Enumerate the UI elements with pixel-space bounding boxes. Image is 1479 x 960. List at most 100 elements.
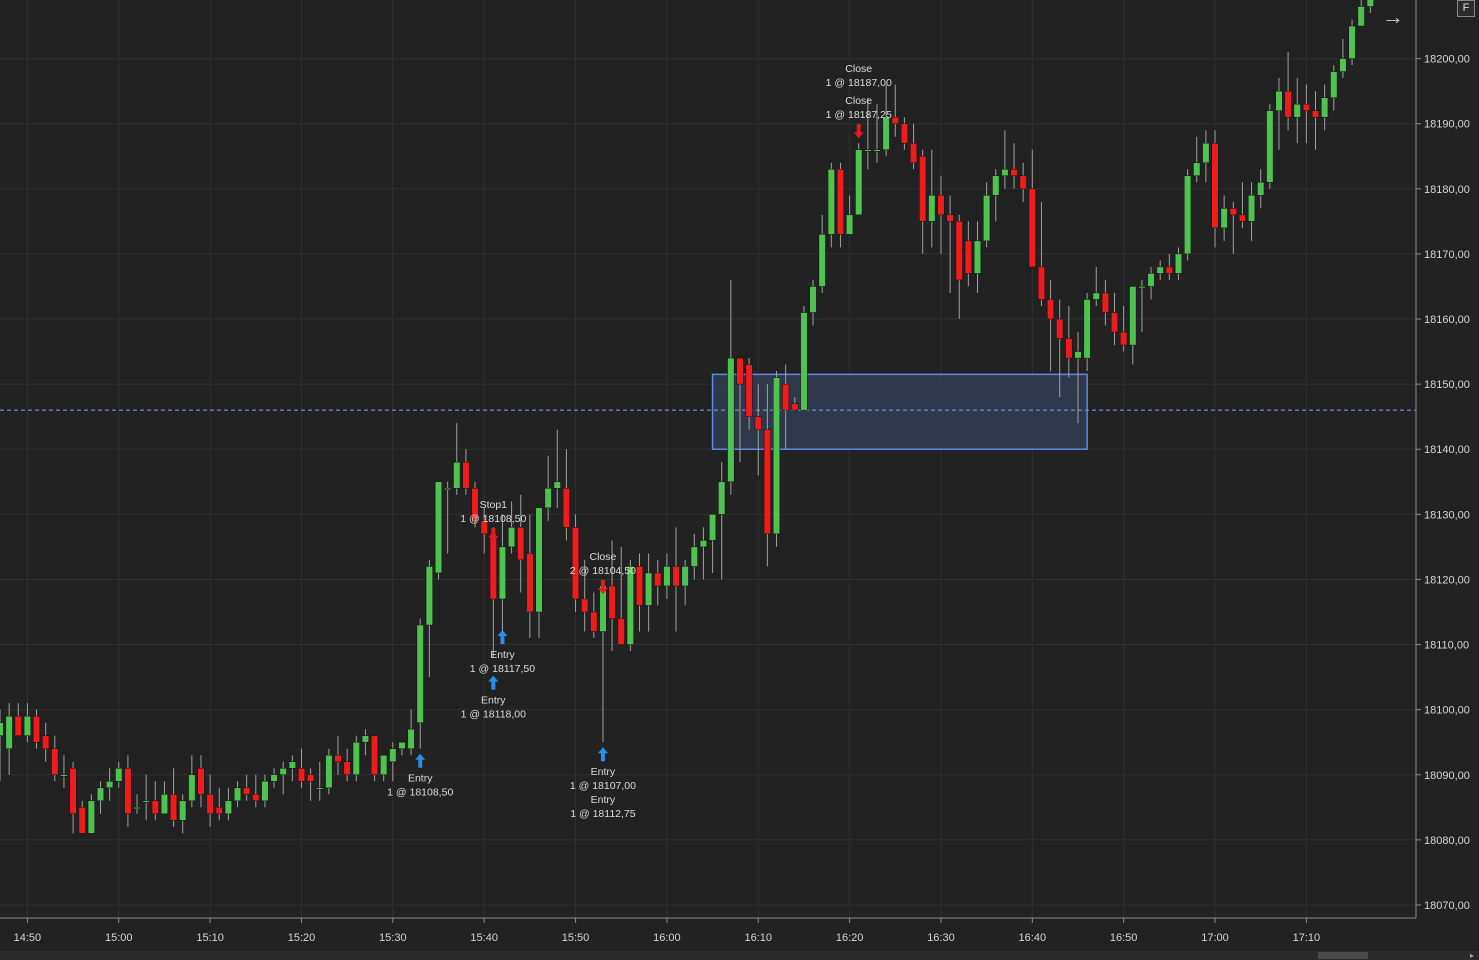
candle-body [562, 488, 570, 528]
candle [590, 592, 598, 639]
candle-body [1275, 90, 1283, 111]
candle [562, 449, 570, 541]
x-tick-label: 14:50 [14, 932, 42, 944]
candle [0, 709, 4, 782]
candle-body [955, 221, 963, 281]
candle-body [279, 768, 287, 776]
candle-body [462, 462, 470, 489]
candle-body [1001, 169, 1009, 177]
candle [96, 781, 105, 814]
execution-marker[interactable]: Entry 1 @ 18107,00 Entry 1 @ 18112,75 [570, 747, 636, 820]
candle-body [772, 377, 781, 535]
candle-body [1083, 299, 1091, 359]
candle [1339, 39, 1347, 79]
candle-body [197, 768, 205, 795]
candle [782, 364, 790, 450]
candle [891, 84, 899, 137]
candle [1047, 279, 1055, 372]
candle [754, 384, 762, 476]
candle [846, 195, 854, 235]
candle-body [307, 774, 315, 782]
candle [206, 774, 214, 827]
candle [307, 768, 315, 801]
candle-body [270, 774, 278, 782]
candle-body [288, 761, 296, 769]
candle [1238, 182, 1246, 228]
execution-label: Close [590, 551, 617, 563]
candle-body [151, 800, 159, 815]
execution-marker[interactable]: Stop1 1 @ 18108,50 [460, 499, 527, 542]
candle-body [1184, 175, 1192, 255]
candle-body [526, 553, 534, 613]
candle-body [1302, 103, 1310, 111]
candle-body [1293, 103, 1301, 118]
execution-marker[interactable]: Entry 1 @ 18117,50 [470, 630, 536, 675]
candle-body [124, 768, 132, 815]
candle-body [243, 787, 251, 795]
candle-body [718, 481, 726, 515]
candle [964, 221, 972, 287]
candle-body [645, 572, 653, 606]
candle [14, 703, 22, 736]
y-tick-label: 18150,00 [1424, 379, 1470, 391]
candle [983, 182, 991, 248]
candle [645, 553, 653, 632]
corner-button[interactable]: F [1457, 0, 1475, 17]
candle [672, 527, 680, 632]
x-tick-label: 16:40 [1019, 932, 1047, 944]
candle [1010, 143, 1018, 189]
execution-label: 1 @ 18187,00 [826, 77, 892, 89]
candle [635, 553, 644, 632]
candle [33, 709, 41, 749]
candle-body [343, 761, 351, 776]
candle-body [297, 768, 306, 782]
candle [1357, 0, 1365, 27]
horizontal-scrollbar[interactable]: ▸ [0, 951, 1479, 960]
candle-body [434, 481, 443, 574]
candle-body [1120, 331, 1128, 346]
execution-marker[interactable]: Close 1 @ 18187,00 Close 1 @ 18187,25 [826, 63, 892, 139]
execution-label: 1 @ 18187,25 [826, 109, 892, 121]
candle-body [800, 312, 808, 411]
candle-body [1156, 266, 1164, 274]
candle [489, 527, 497, 658]
y-tick-label: 18170,00 [1424, 249, 1470, 261]
candle [1092, 266, 1100, 306]
execution-marker[interactable]: Entry 1 @ 18108,50 [387, 753, 453, 799]
candle-body [1193, 162, 1201, 177]
candle-body [444, 488, 452, 491]
candle-body [352, 741, 360, 776]
execution-marker[interactable]: Entry 1 @ 18118,00 [461, 675, 527, 721]
exit-arrow-icon [853, 124, 864, 139]
candle [471, 481, 479, 528]
candle-body [937, 195, 945, 216]
arrow-right-icon[interactable]: → [1382, 4, 1404, 29]
candle-body [106, 781, 114, 789]
scroll-thumb[interactable] [1318, 952, 1368, 959]
candle-body [1047, 299, 1055, 320]
entry-arrow-icon [497, 630, 508, 645]
candle-body [1028, 188, 1036, 268]
candle [151, 781, 159, 821]
candle [288, 755, 296, 782]
x-tick-label: 17:00 [1201, 932, 1229, 944]
candle [772, 371, 781, 547]
candle-body [809, 286, 817, 313]
candle-body [517, 527, 525, 561]
candle [1138, 279, 1146, 333]
candle-body [471, 488, 479, 522]
candle-body [325, 754, 333, 789]
candle-body [727, 357, 735, 483]
candle-body [1110, 312, 1119, 333]
candle [1001, 130, 1009, 189]
candle-body [836, 169, 845, 235]
execution-marker[interactable]: Close 2 @ 18104,50 [570, 551, 636, 594]
x-tick-label: 15:10 [196, 932, 224, 944]
candles-layer [0, 0, 1374, 834]
scroll-right-icon[interactable]: ▸ [1469, 951, 1474, 960]
candle-body [334, 754, 342, 762]
y-tick-label: 18160,00 [1424, 314, 1470, 326]
candle-body [1010, 169, 1018, 177]
candle [425, 559, 433, 678]
